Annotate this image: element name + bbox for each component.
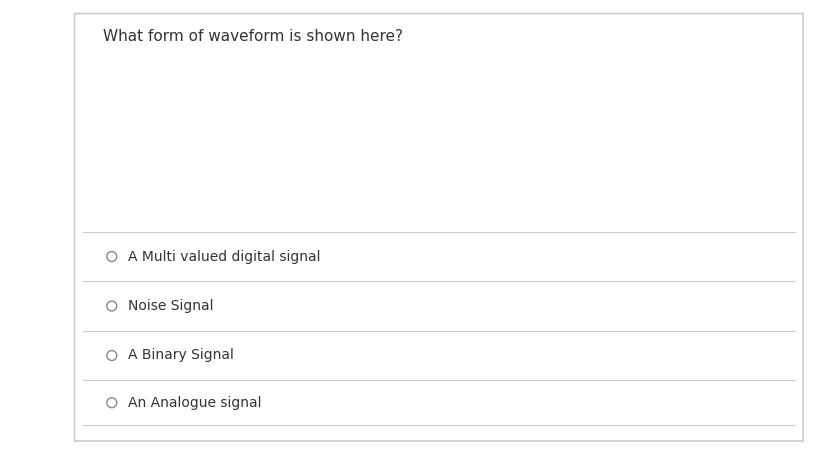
Text: A Multi valued digital signal: A Multi valued digital signal — [128, 249, 320, 264]
Text: Noise Signal: Noise Signal — [128, 299, 213, 313]
Text: An Analogue signal: An Analogue signal — [128, 396, 261, 410]
Text: What form of waveform is shown here?: What form of waveform is shown here? — [103, 29, 403, 44]
Text: Voltage: Voltage — [124, 40, 176, 54]
Text: A Binary Signal: A Binary Signal — [128, 348, 234, 363]
Text: Time: Time — [423, 259, 457, 273]
